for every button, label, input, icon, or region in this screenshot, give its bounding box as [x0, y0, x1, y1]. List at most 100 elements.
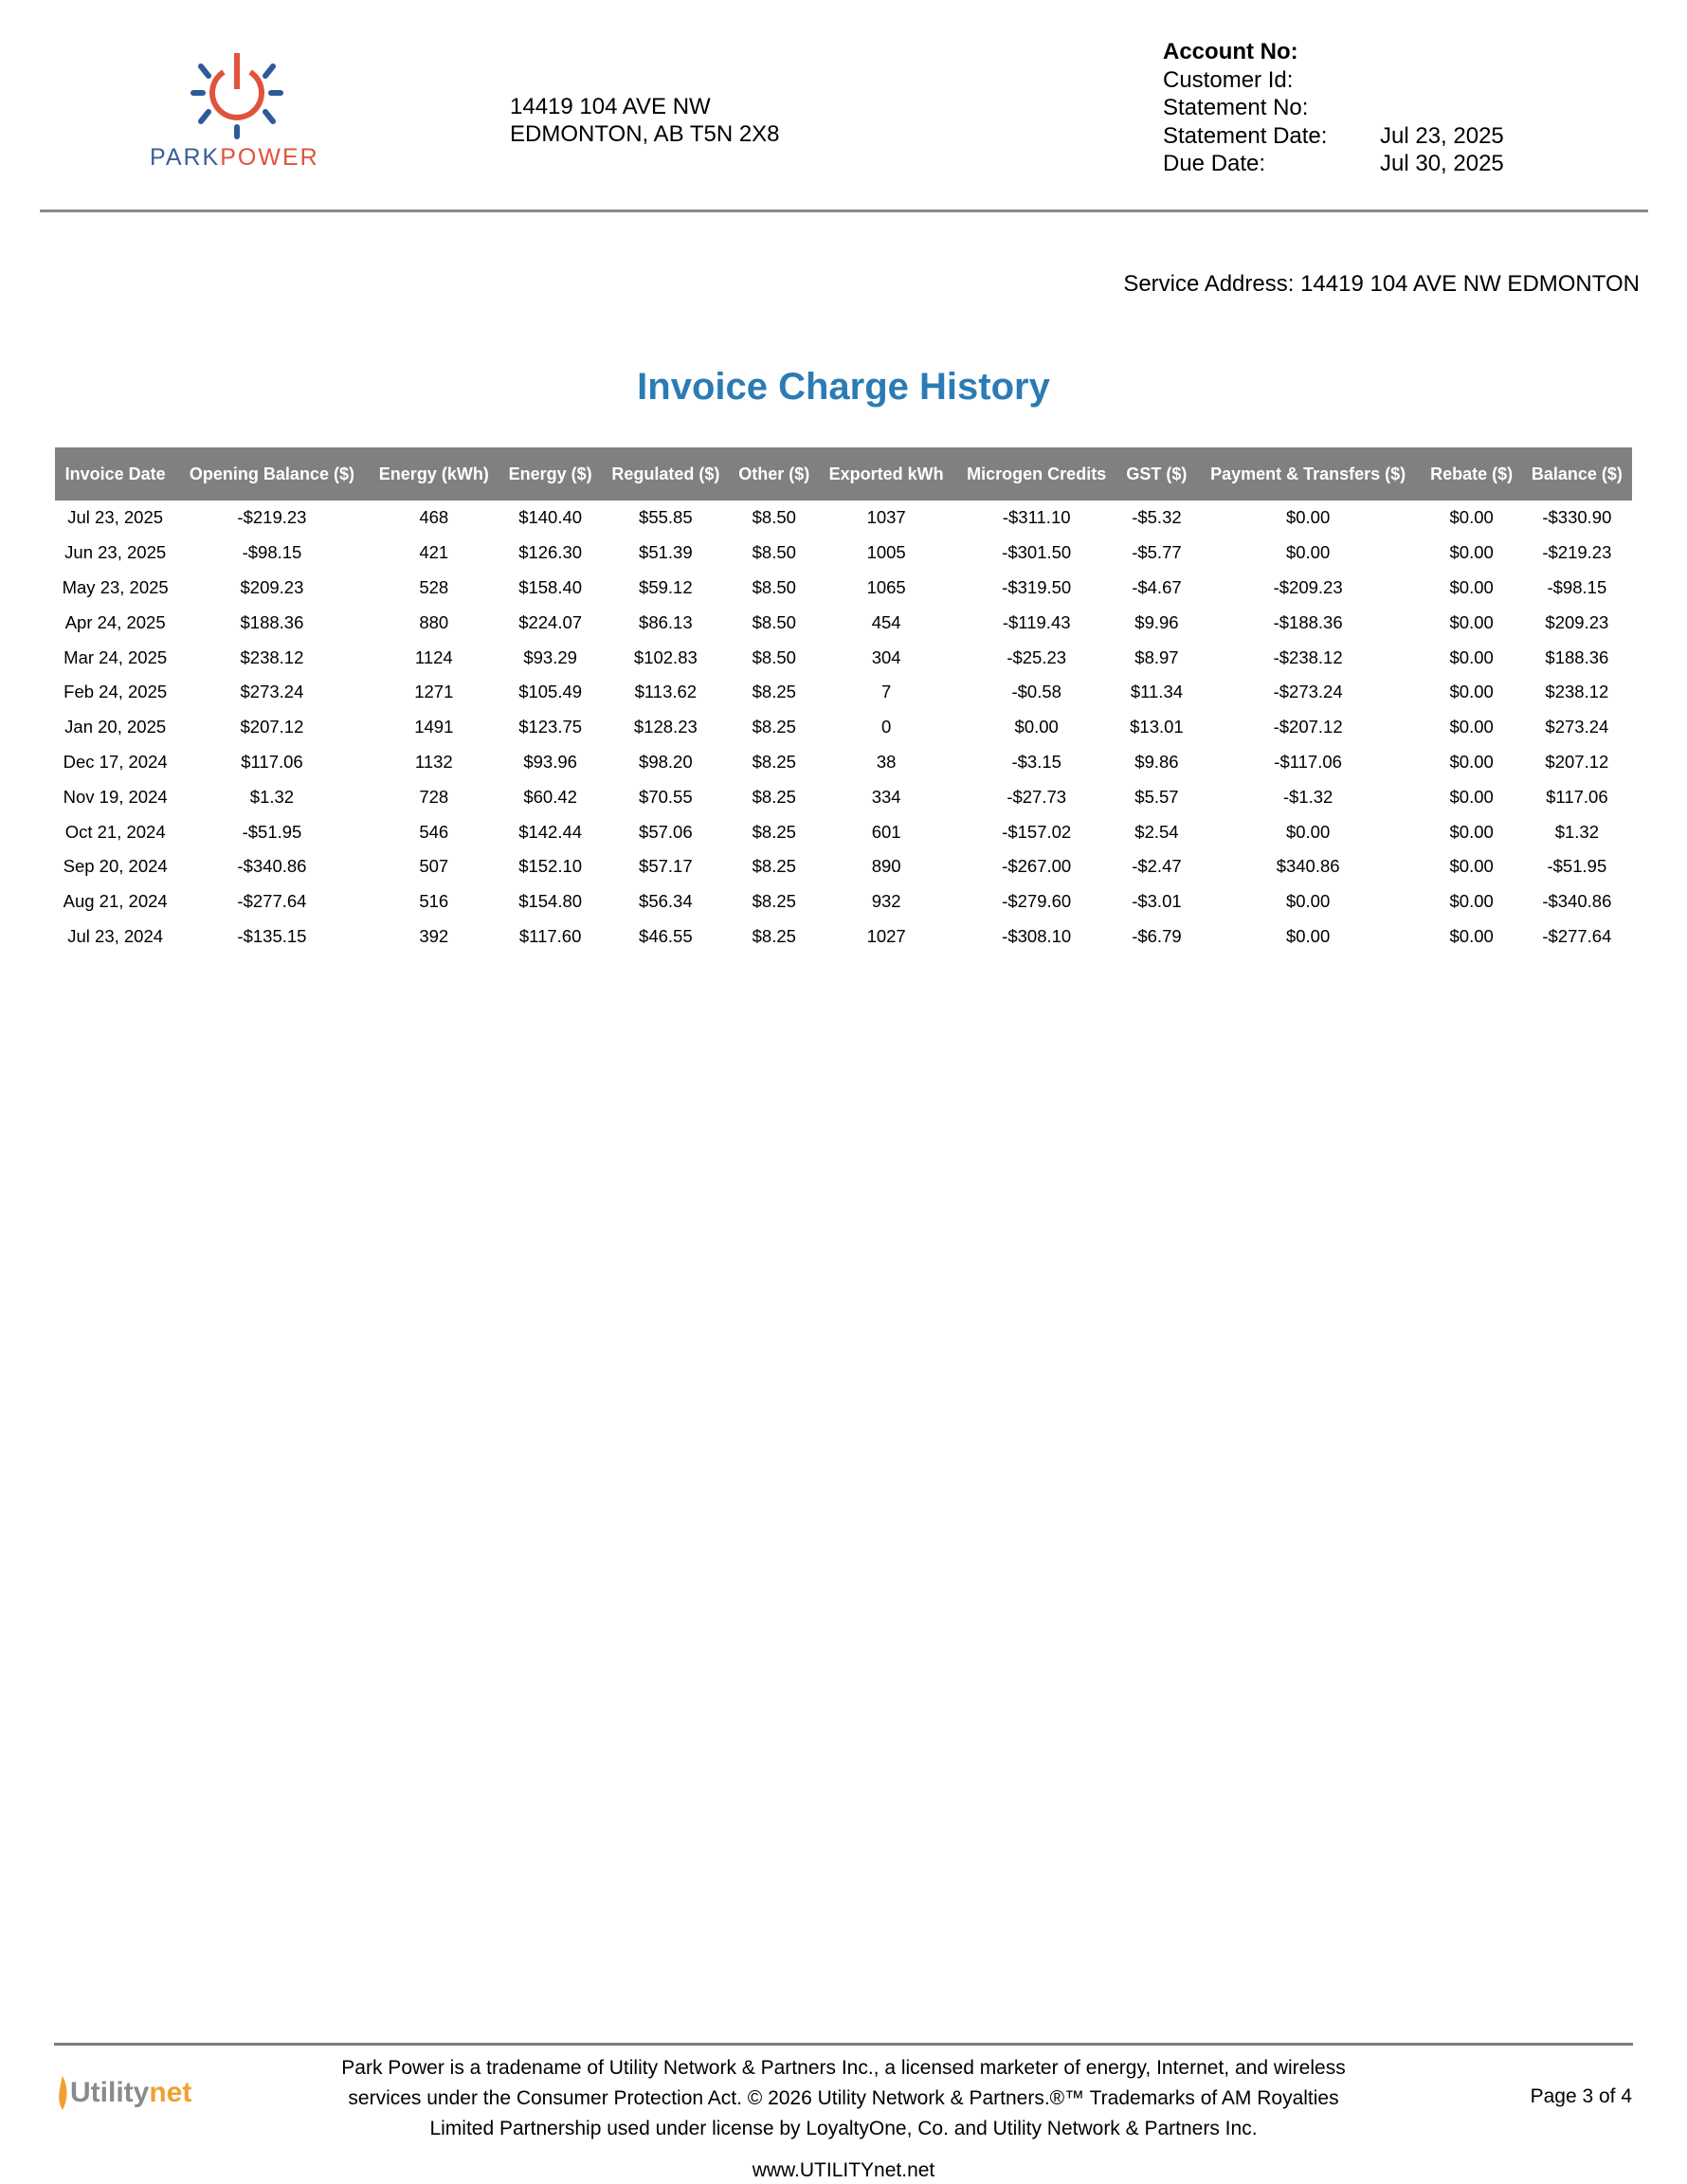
- table-cell: -$273.24: [1273, 682, 1343, 702]
- table-cell: $56.34: [639, 891, 693, 912]
- table-cell: $0.00: [1449, 646, 1494, 667]
- logo-wordmark: PARKPOWER: [150, 144, 319, 171]
- table-cell: $8.25: [752, 751, 796, 772]
- table-cell: $273.24: [240, 682, 304, 702]
- table-cell: 454: [871, 611, 901, 632]
- table-cell: $209.23: [240, 576, 304, 597]
- table-cell: $8.50: [752, 611, 796, 632]
- table-cell: 421: [419, 542, 449, 563]
- table-cell: -$219.23: [237, 507, 307, 528]
- park-power-logo: PARKPOWER: [133, 46, 341, 178]
- table-cell: 1037: [866, 507, 906, 528]
- page-number: Page 3 of 4: [1530, 2085, 1632, 2107]
- table-cell: May 23, 2025: [62, 576, 169, 597]
- address-line-1: 14419 104 AVE NW: [510, 94, 711, 119]
- table-cell: 1027: [866, 925, 906, 946]
- table-cell: 890: [871, 856, 901, 877]
- service-address: Service Address: 14419 104 AVE NW EDMONT…: [1123, 271, 1640, 297]
- table-cell: -$277.64: [237, 891, 307, 912]
- table-cell: $0.00: [1449, 576, 1494, 597]
- flame-icon: [59, 2076, 67, 2110]
- table-cell: $340.86: [1276, 856, 1340, 877]
- table-cell: $86.13: [639, 611, 693, 632]
- table-cell: $207.12: [1545, 751, 1609, 772]
- table-cell: Oct 21, 2024: [64, 821, 166, 842]
- column-header: GST ($): [1118, 447, 1195, 500]
- account-info: Account No: Customer Id: Statement No: S…: [1163, 38, 1504, 178]
- address-line-2: EDMONTON, AB T5N 2X8: [510, 121, 780, 147]
- table-cell: $98.20: [639, 751, 693, 772]
- table-cell: $188.36: [240, 611, 304, 632]
- table-cell: $0.00: [1285, 925, 1331, 946]
- table-cell: $9.96: [1134, 611, 1179, 632]
- table-cell: $70.55: [639, 786, 693, 807]
- table-cell: $113.62: [634, 682, 698, 702]
- table-row: Dec 17, 2024 $117.06 1132 $93.96 $98.20 $8.25…: [55, 745, 1632, 780]
- table-cell: $46.55: [639, 925, 693, 946]
- table-cell: $0.00: [1014, 717, 1059, 737]
- table-cell: $0.00: [1449, 856, 1494, 877]
- table-cell: $8.50: [752, 542, 796, 563]
- table-cell: $117.06: [241, 751, 303, 772]
- table-cell: $57.17: [639, 856, 693, 877]
- table-cell: $11.34: [1130, 682, 1184, 702]
- table-cell: $8.25: [752, 821, 796, 842]
- table-cell: $93.96: [523, 751, 577, 772]
- table-cell: $0.00: [1449, 682, 1494, 702]
- footer-divider: [54, 2043, 1633, 2046]
- column-header: Other ($): [730, 447, 819, 500]
- table-cell: -$319.50: [1002, 576, 1072, 597]
- column-header: Energy (kWh): [368, 447, 500, 500]
- footer-url: www.UTILITYnet.net: [752, 2159, 935, 2181]
- table-cell: $5.57: [1134, 786, 1179, 807]
- table-row: Jun 23, 2025 -$98.15 421 $126.30 $51.39 $8.50…: [55, 536, 1632, 571]
- table-row: Jul 23, 2025 -$219.23 468 $140.40 $55.85 $8.5…: [55, 500, 1632, 536]
- table-cell: $140.40: [518, 507, 583, 528]
- table-cell: -$5.32: [1132, 507, 1182, 528]
- footer-legal-text: Park Power is a tradename of Utility Net…: [341, 2057, 1346, 2139]
- table-cell: $0.00: [1285, 891, 1331, 912]
- table-cell: -$301.50: [1002, 542, 1072, 563]
- table-cell: -$51.95: [1547, 856, 1607, 877]
- table-cell: $60.42: [523, 786, 577, 807]
- table-cell: Feb 24, 2025: [63, 682, 168, 702]
- table-cell: Aug 21, 2024: [63, 891, 168, 912]
- table-cell: Mar 24, 2025: [63, 646, 168, 667]
- table-cell: $59.12: [639, 576, 693, 597]
- column-header: Regulated ($): [601, 447, 731, 500]
- table-cell: $8.25: [752, 891, 796, 912]
- table-cell: Sep 20, 2024: [63, 856, 168, 877]
- table-cell: 1124: [414, 646, 453, 667]
- table-cell: $128.23: [633, 717, 698, 737]
- table-cell: $8.25: [752, 786, 796, 807]
- table-cell: $0.00: [1285, 821, 1331, 842]
- table-cell: $152.10: [518, 856, 583, 877]
- table-cell: $0.00: [1449, 542, 1494, 563]
- table-cell: $0.00: [1285, 507, 1331, 528]
- table-cell: Jul 23, 2024: [67, 925, 164, 946]
- table-cell: -$3.01: [1132, 891, 1182, 912]
- statement-no-label: Statement No:: [1163, 95, 1309, 120]
- table-cell: $8.25: [752, 925, 796, 946]
- table-cell: $117.06: [1546, 786, 1608, 807]
- table-cell: $55.85: [639, 507, 693, 528]
- statement-date-label: Statement Date:: [1163, 122, 1328, 149]
- table-cell: 728: [419, 786, 449, 807]
- table-cell: $9.86: [1134, 751, 1179, 772]
- table-row: Mar 24, 2025 $238.12 1124 $93.29 $102.83 $8.5…: [55, 640, 1632, 675]
- table-cell: Jan 20, 2025: [64, 717, 167, 737]
- table-row: May 23, 2025 $209.23 528 $158.40 $59.12 $8.50…: [55, 571, 1632, 606]
- table-cell: $8.25: [752, 856, 796, 877]
- table-cell: 1132: [414, 751, 453, 772]
- table-cell: 932: [871, 891, 901, 912]
- table-cell: 880: [419, 611, 449, 632]
- table-cell: $0.00: [1449, 507, 1494, 528]
- table-cell: Jun 23, 2025: [64, 542, 167, 563]
- table-cell: Apr 24, 2025: [64, 611, 166, 632]
- table-cell: -$277.64: [1542, 925, 1612, 946]
- table-cell: $142.44: [518, 821, 583, 842]
- table-cell: $93.29: [523, 646, 577, 667]
- table-cell: -$2.47: [1132, 856, 1182, 877]
- table-cell: $126.30: [518, 542, 583, 563]
- table-cell: -$330.90: [1542, 507, 1612, 528]
